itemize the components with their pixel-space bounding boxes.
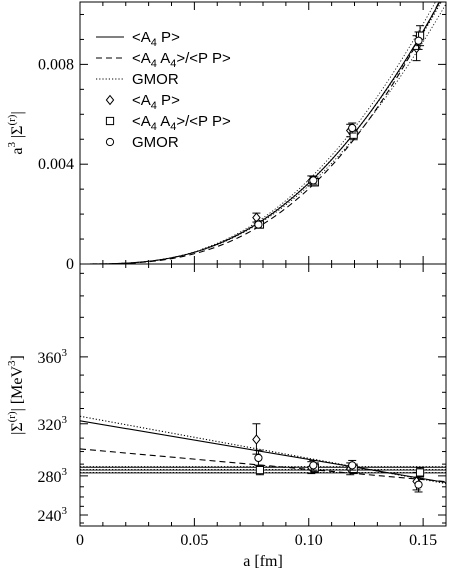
top-panel: <A4 P><A4 A4>/<P P>GMOR<A4 P><A4 A4>/<P … xyxy=(80,2,446,264)
legend-label: GMOR xyxy=(132,71,179,88)
axes-labels: 0 0.05 0.10 0.15 0 0.004 0.008 2403 2803 3203 3603… xyxy=(6,1,447,570)
top-point-circle xyxy=(254,220,263,229)
top-fit-curve-dotted xyxy=(80,2,442,264)
bottom-y-tick-label: 2403 xyxy=(38,505,68,525)
bottom-point-circle xyxy=(414,480,423,489)
bottom-point-circle xyxy=(254,453,263,463)
x-tick-label: 0.10 xyxy=(295,532,323,549)
legend-marker-diamond xyxy=(105,94,115,106)
legend-item: <A4 A4>/<P P> xyxy=(105,113,231,133)
bottom-point-diamond xyxy=(252,434,261,445)
legend-label: <A4 P> xyxy=(132,29,180,49)
legend-marker-square xyxy=(105,116,115,126)
top-band-curve xyxy=(201,3,446,251)
legend-label: <A4 P> xyxy=(132,92,180,112)
bottom-panel xyxy=(80,415,446,493)
legend-label: <A4 A4>/<P P> xyxy=(132,113,231,133)
top-band-curve xyxy=(201,2,436,250)
bottom-data-points xyxy=(252,423,425,493)
x-axis-label: a [fm] xyxy=(243,553,283,570)
legend-item: <A4 P> xyxy=(105,92,180,112)
x-tick-label: 0.05 xyxy=(180,532,208,549)
top-point-square xyxy=(349,130,358,139)
bottom-point-circle xyxy=(309,461,318,470)
bottom-y-tick-label: 2803 xyxy=(38,466,68,486)
top-data-points xyxy=(252,25,425,229)
legend-item: <A4 P> xyxy=(96,29,180,49)
legend-item: <A4 A4>/<P P> xyxy=(96,50,231,70)
top-y-tick-label: 0.008 xyxy=(38,56,74,73)
legend-marker-circle xyxy=(105,137,115,147)
bottom-fit-line-solid xyxy=(80,420,446,484)
bottom-fit-line-dotted xyxy=(80,415,446,485)
bottom-point-circle xyxy=(348,461,357,470)
top-y-axis-label: a3 |Σ(r)| xyxy=(6,111,26,154)
legend: <A4 P><A4 A4>/<P P>GMOR<A4 P><A4 A4>/<P … xyxy=(96,29,231,151)
top-point-circle xyxy=(414,36,423,45)
bottom-y-tick-label: 3603 xyxy=(38,347,68,367)
top-point-circle xyxy=(348,123,357,133)
x-tick-label: 0 xyxy=(76,532,84,549)
top-point-diamond xyxy=(412,42,421,54)
legend-label: GMOR xyxy=(132,134,179,151)
bottom-y-tick-label: 3203 xyxy=(38,414,68,434)
bottom-y-axis-label: |Σ(r)| [MeV3] xyxy=(6,355,26,435)
legend-label: <A4 A4>/<P P> xyxy=(132,50,231,70)
legend-item: GMOR xyxy=(105,134,179,151)
legend-item: GMOR xyxy=(96,71,179,88)
bottom-point-square xyxy=(415,468,425,477)
bottom-point-square xyxy=(255,465,265,475)
x-tick-label: 0.15 xyxy=(409,532,437,549)
top-y-tick-label: 0 xyxy=(66,256,74,273)
top-point-circle xyxy=(309,176,318,185)
top-y-tick-label: 0.004 xyxy=(38,156,74,173)
